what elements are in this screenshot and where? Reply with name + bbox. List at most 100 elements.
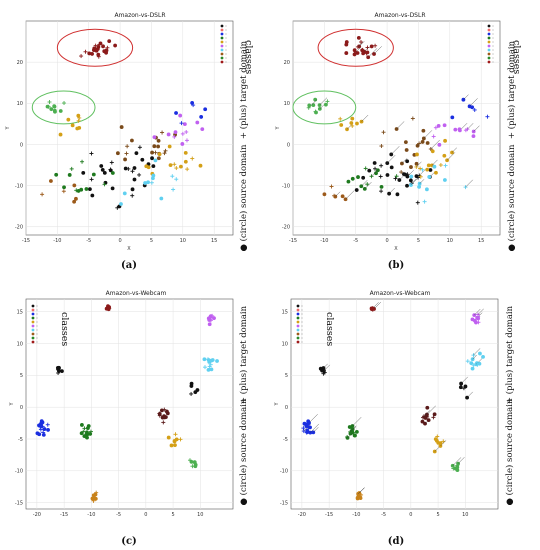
source-point [134, 151, 139, 156]
source-point [168, 163, 173, 168]
source-point [356, 175, 360, 179]
target-point [174, 166, 179, 171]
target-point [56, 370, 61, 375]
target-point [399, 170, 404, 175]
source-point [102, 49, 107, 54]
y-tick-label: 15 [17, 310, 23, 316]
source-point [442, 178, 447, 182]
panel-d-caption: (d) [388, 536, 404, 547]
x-tick-label: 15 [211, 238, 217, 244]
panel-a-side-classes: classes [243, 40, 254, 74]
alignment-link [373, 301, 382, 310]
target-point [207, 364, 212, 369]
target-point [38, 427, 43, 432]
source-point [395, 192, 400, 197]
source-point [102, 170, 107, 175]
legend-swatch [487, 60, 491, 64]
source-point [307, 103, 312, 108]
source-point [389, 165, 394, 170]
source-point [432, 412, 437, 417]
target-point [45, 422, 50, 427]
source-point [428, 168, 433, 172]
target-point [102, 182, 107, 187]
target-point [115, 205, 120, 210]
panel-a: Amazon-vs-DSLR -15 -10 -5 0 5 10 15 -20 -10 0 10 20… [5, 12, 254, 271]
source-point [372, 161, 377, 165]
x-tick-label: -15 [289, 238, 297, 244]
source-point [173, 130, 178, 135]
y-tick-label: -5 [283, 437, 288, 443]
panel-a-side-plus: + (plus) target domain [238, 40, 249, 139]
source-point [39, 419, 44, 424]
y-tick-label: 20 [284, 60, 290, 66]
x-tick-label: -5 [353, 238, 358, 244]
source-point [74, 196, 78, 201]
target-point [370, 306, 375, 311]
target-point [105, 45, 110, 50]
source-point [167, 144, 172, 149]
source-point [79, 431, 84, 436]
target-point [80, 159, 85, 164]
target-point [76, 118, 81, 123]
source-point [101, 44, 105, 49]
source-point [471, 134, 476, 138]
source-point [409, 174, 414, 179]
alignment-link [323, 364, 330, 371]
alignment-link [451, 147, 457, 153]
source-point [405, 159, 410, 164]
alignment-link [396, 121, 405, 130]
legend-swatch [31, 336, 35, 340]
legend-swatch [296, 308, 300, 312]
target-point [190, 156, 195, 161]
x-tick-label: 0 [118, 238, 121, 244]
target-point [171, 187, 176, 192]
x-tick-label: 5 [436, 512, 439, 518]
legend-swatch [487, 40, 491, 44]
alignment-link [410, 176, 420, 186]
source-point [85, 426, 90, 430]
target-point [83, 49, 88, 54]
panel-b-xlabel: X [394, 246, 398, 252]
alignment-link [430, 139, 440, 150]
alignment-link [416, 161, 422, 168]
source-point [115, 151, 120, 156]
panel-b-side-classes: classes [511, 40, 522, 74]
alignment-link [431, 159, 438, 166]
panel-c: Amazon-vs-Webcam -20 -15 -10 -5 0 5 10 -15 -10 -5… [9, 290, 249, 547]
target-point [174, 177, 179, 182]
target-point [415, 200, 420, 205]
highlight-ellipse [31, 90, 96, 125]
target-point [472, 107, 477, 112]
alignment-link [419, 169, 426, 176]
source-point [409, 165, 413, 169]
target-point [379, 163, 384, 168]
target-point [179, 121, 184, 126]
target-point [69, 166, 74, 171]
source-point [193, 462, 198, 467]
target-point [418, 166, 423, 171]
alignment-link [477, 308, 484, 315]
source-point [146, 180, 150, 185]
legend-swatch [220, 60, 224, 64]
panel-b-points [306, 35, 490, 205]
target-point [394, 174, 399, 179]
source-point [110, 186, 115, 191]
source-point [156, 156, 161, 161]
alignment-link [357, 42, 363, 48]
source-point [453, 127, 458, 132]
source-point [189, 460, 194, 464]
source-point [99, 164, 104, 168]
source-point [203, 107, 208, 112]
panel-c-plot-frame [25, 298, 234, 510]
alignment-link [310, 423, 320, 433]
target-point [321, 371, 326, 376]
source-point [355, 121, 359, 126]
source-point [354, 430, 359, 434]
alignment-link [364, 181, 372, 189]
x-tick-label: -15 [22, 238, 30, 244]
source-point [420, 140, 425, 144]
alignment-link [423, 130, 433, 139]
highlight-ellipse [56, 28, 134, 67]
legend-swatch [487, 48, 491, 52]
target-point [149, 180, 154, 185]
